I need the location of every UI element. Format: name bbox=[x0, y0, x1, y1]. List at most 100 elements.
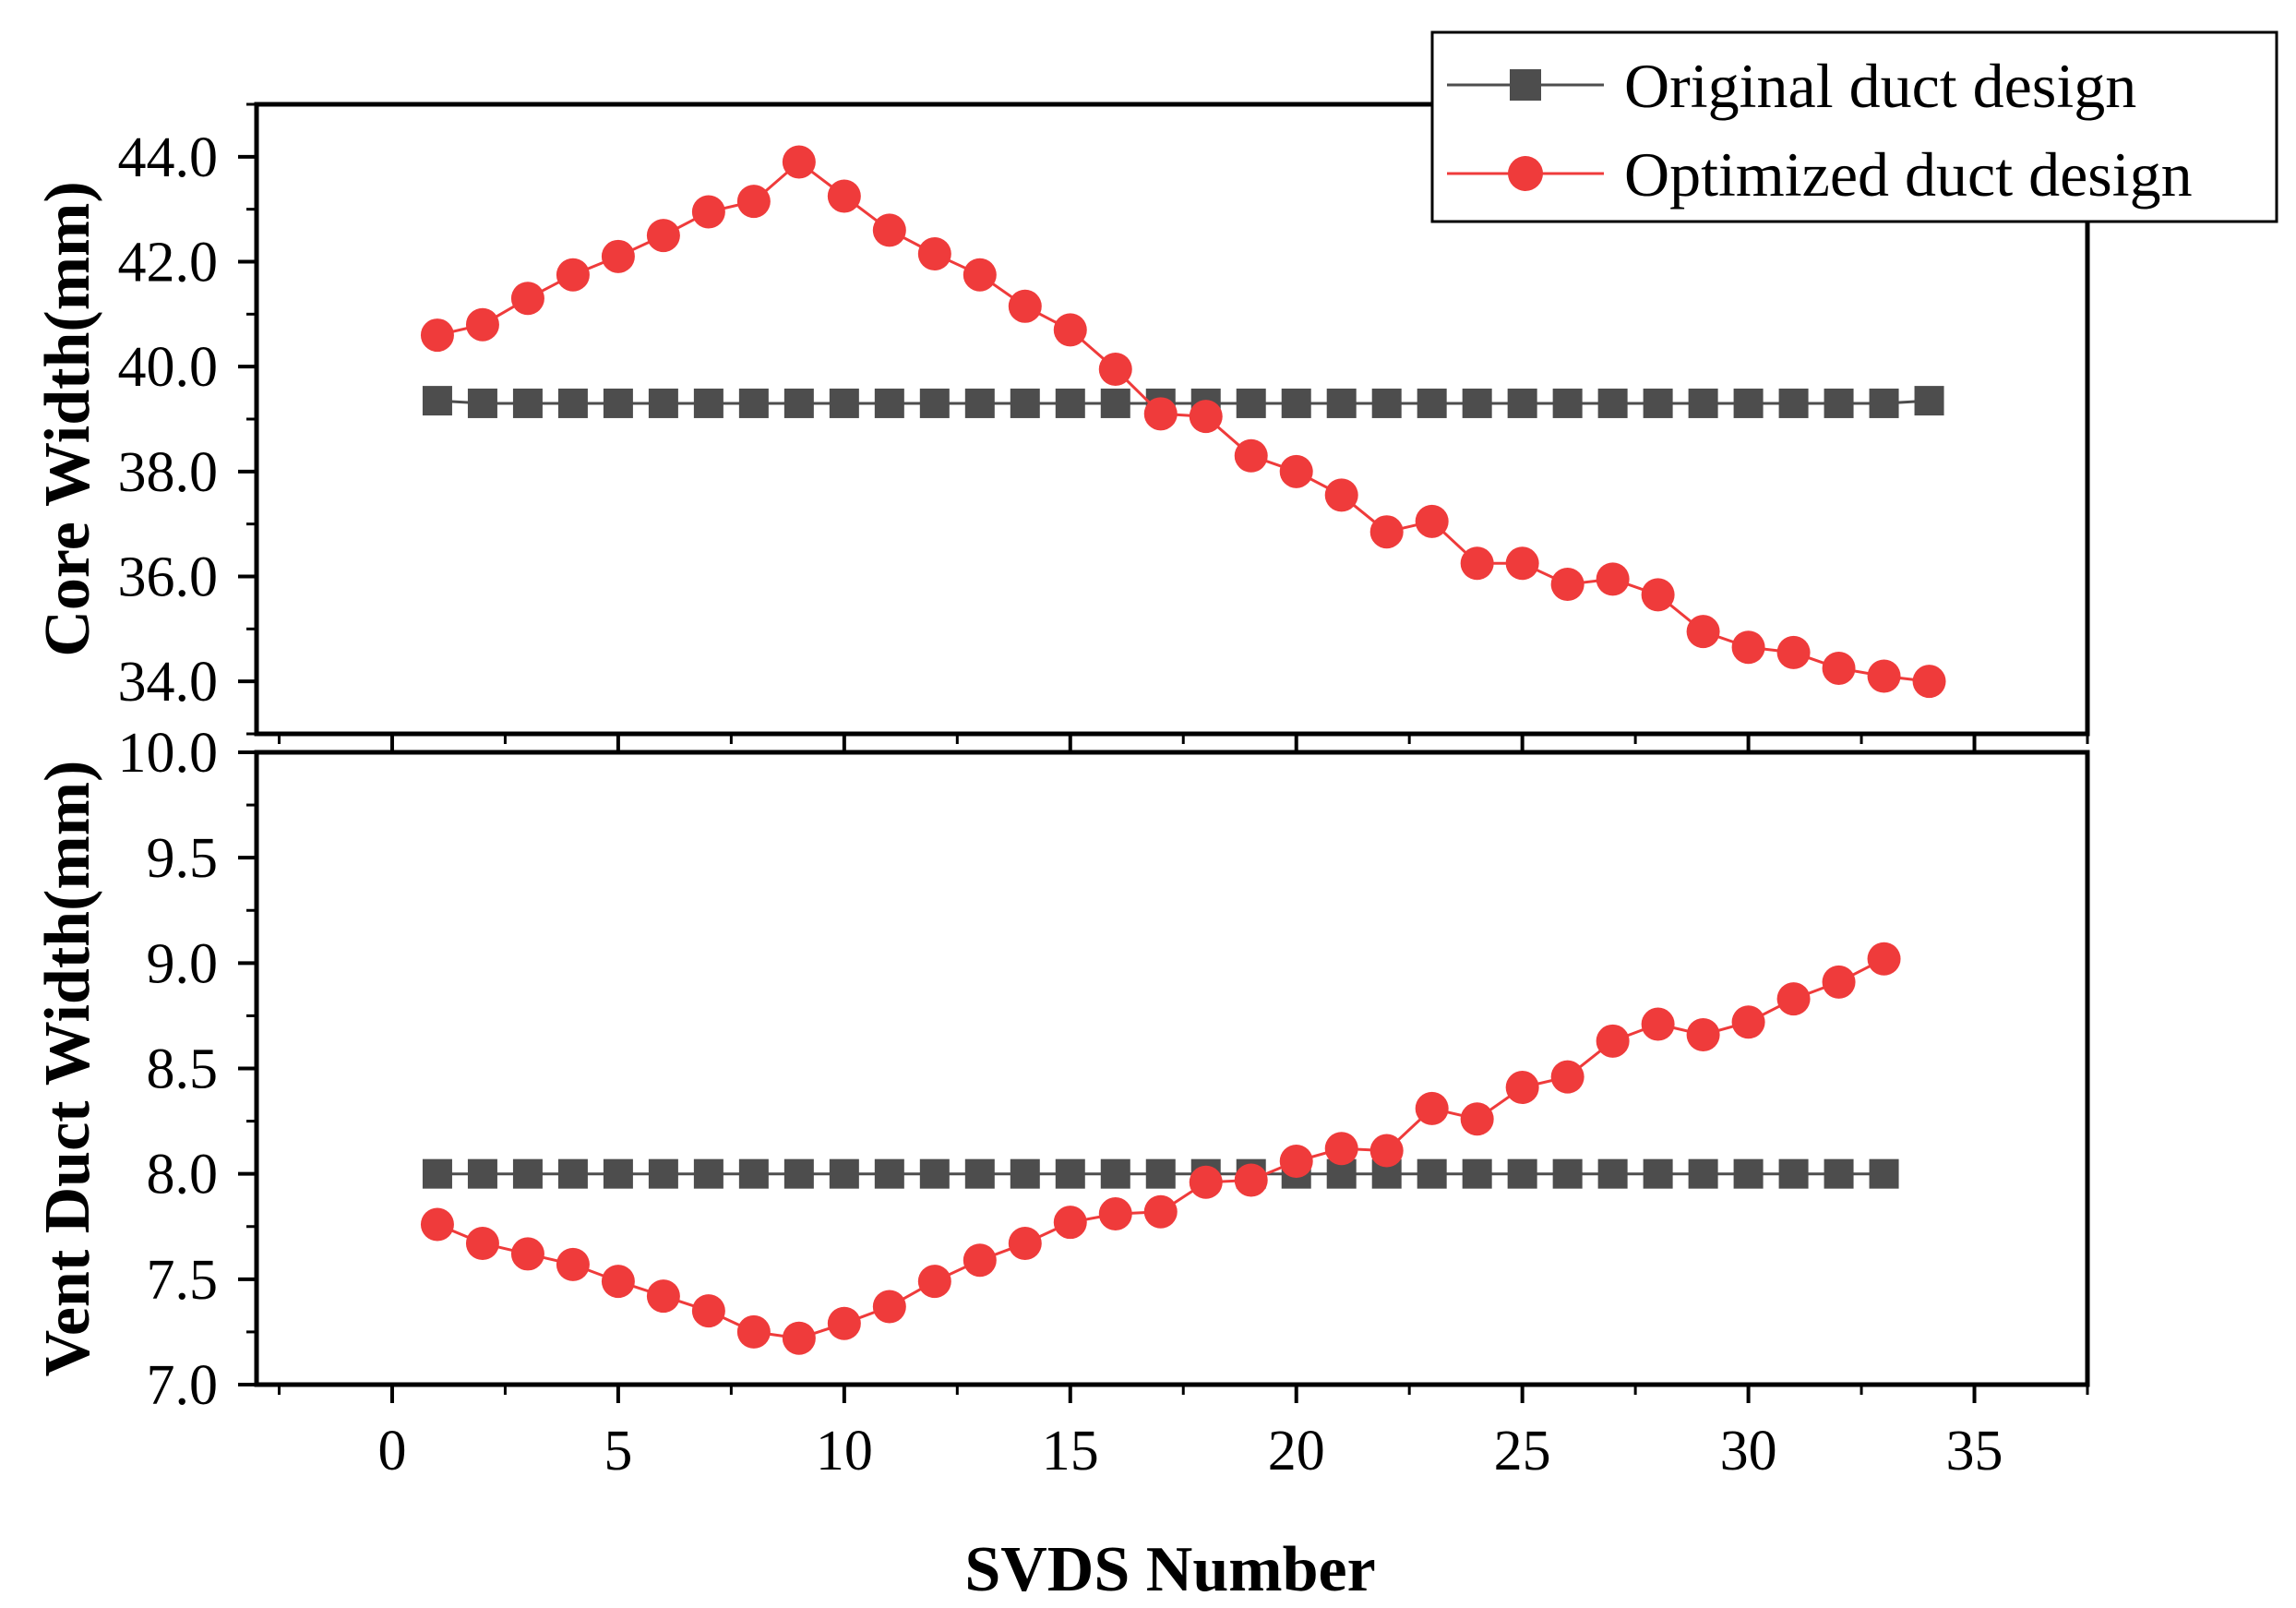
vent-duct-width-optimized-point bbox=[1143, 1194, 1178, 1229]
core-width-optimized-point bbox=[827, 179, 861, 213]
core-width-optimized-point bbox=[1505, 546, 1539, 581]
vent-duct-width-original-point bbox=[512, 1158, 543, 1189]
core-width-optimized-point bbox=[1776, 635, 1811, 669]
vent-duct-width-optimized-point bbox=[1189, 1165, 1223, 1199]
core-width-optimized-point bbox=[1867, 659, 1901, 693]
core-width-original-point bbox=[512, 388, 543, 418]
vent-duct-width-optimized-point bbox=[420, 1207, 454, 1242]
core-width-optimized-line bbox=[436, 160, 1930, 683]
vent-duct-width-original-point bbox=[829, 1158, 859, 1189]
core-width-optimized-point bbox=[465, 307, 499, 342]
vent-duct-width-original-point bbox=[1733, 1158, 1764, 1189]
vent-duct-width-panel: 7.0 7.5 8.0 8.5 9.0 9.5 10.0 0 5 10 15 20 25 30 35 Ven… bbox=[32, 722, 2090, 1482]
core-width-original-point bbox=[1507, 388, 1537, 418]
core-width-optimized-point bbox=[1324, 478, 1358, 512]
core-width-optimized-point bbox=[1189, 400, 1223, 434]
core-width-optimized-point bbox=[1008, 289, 1042, 323]
core-width-optimized-point bbox=[1369, 515, 1404, 549]
core-width-original-point bbox=[1733, 388, 1764, 418]
x-tick-label: 30 bbox=[1720, 1420, 1777, 1482]
core-width-original-point bbox=[1236, 388, 1266, 418]
core-width-original-point bbox=[557, 388, 588, 418]
vent-duct-width-optimized-point bbox=[1731, 1005, 1765, 1039]
legend: Original duct design Optimized duct desi… bbox=[1430, 30, 2278, 223]
core-width-original-point bbox=[964, 388, 995, 418]
core-width-optimized-point bbox=[556, 258, 590, 292]
core-width-y-tick-label: 36.0 bbox=[118, 546, 219, 609]
core-width-original-point bbox=[1869, 388, 1899, 418]
vent-duct-width-optimized-point bbox=[1596, 1024, 1630, 1058]
core-width-ticks: 34.0 36.0 38.0 40.0 42.0 44.0 bbox=[118, 102, 2089, 752]
vent-duct-width-original-point bbox=[964, 1158, 995, 1189]
core-width-optimized-point bbox=[1098, 353, 1132, 387]
core-width-optimized-point bbox=[782, 145, 816, 179]
core-width-optimized-point bbox=[1641, 578, 1675, 612]
core-width-optimized-point bbox=[1550, 568, 1584, 602]
core-width-original-point bbox=[1552, 388, 1583, 418]
x-tick-label: 25 bbox=[1494, 1420, 1551, 1482]
core-width-original-point bbox=[693, 388, 723, 418]
vent-duct-width-optimized-point bbox=[782, 1321, 816, 1355]
core-width-original-point bbox=[783, 388, 814, 418]
vent-duct-width-y-tick-label: 10.0 bbox=[118, 722, 219, 785]
vent-duct-width-original-point bbox=[1824, 1158, 1854, 1189]
vent-duct-width-original-point bbox=[648, 1158, 678, 1189]
x-tick-label: 35 bbox=[1946, 1420, 2003, 1482]
core-width-optimized-point bbox=[646, 219, 680, 253]
x-tick-label: 10 bbox=[816, 1420, 873, 1482]
vent-duct-width-optimized-point bbox=[1686, 1017, 1720, 1051]
vent-duct-width-optimized-point bbox=[1641, 1007, 1675, 1041]
core-width-optimized-point bbox=[963, 258, 997, 292]
vent-duct-width-original-point bbox=[557, 1158, 588, 1189]
vent-duct-width-optimized-point bbox=[1234, 1163, 1268, 1197]
core-width-optimized-point bbox=[601, 239, 635, 273]
core-width-optimized-point bbox=[691, 195, 725, 229]
vent-duct-width-series bbox=[420, 942, 1901, 1355]
vent-duct-width-y-tick-label: 9.5 bbox=[147, 827, 219, 890]
vent-duct-width-optimized-point bbox=[1279, 1144, 1313, 1178]
vent-duct-width-y-tick-label: 7.5 bbox=[147, 1249, 219, 1312]
vent-duct-width-optimized-point bbox=[1008, 1227, 1042, 1261]
vent-duct-width-original-point bbox=[1055, 1158, 1085, 1189]
core-width-original-point bbox=[1462, 388, 1492, 418]
core-width-original-point bbox=[1597, 388, 1628, 418]
core-width-y-tick-label: 42.0 bbox=[118, 232, 219, 294]
core-width-original-point bbox=[829, 388, 859, 418]
x-tick-label: 5 bbox=[604, 1420, 632, 1482]
core-width-optimized-point bbox=[1912, 665, 1946, 699]
core-width-original-point bbox=[648, 388, 678, 418]
vent-duct-width-optimized-point bbox=[1776, 982, 1811, 1016]
core-width-optimized-point bbox=[1460, 546, 1494, 581]
core-width-optimized-point bbox=[1234, 438, 1268, 473]
core-width-optimized-point bbox=[736, 185, 771, 219]
vent-duct-width-original-point bbox=[422, 1158, 452, 1189]
core-width-y-axis-title: Core Width(mm) bbox=[32, 181, 103, 656]
core-width-optimized-point bbox=[872, 213, 906, 247]
core-width-optimized-point bbox=[1596, 562, 1630, 596]
core-width-optimized-point bbox=[1415, 504, 1449, 538]
vent-duct-width-original-point bbox=[1869, 1158, 1899, 1189]
vent-duct-width-original-point bbox=[1643, 1158, 1673, 1189]
core-width-original-point bbox=[1055, 388, 1085, 418]
core-width-original-point bbox=[738, 388, 769, 418]
core-width-panel: 34.0 36.0 38.0 40.0 42.0 44.0 Core Width(mm) bbox=[32, 102, 2090, 752]
vent-duct-width-optimized-point bbox=[510, 1237, 544, 1271]
core-width-original-point bbox=[1326, 388, 1357, 418]
vent-duct-width-optimized-point bbox=[691, 1294, 725, 1328]
core-width-original-point bbox=[1824, 388, 1854, 418]
vent-duct-width-optimized-point bbox=[963, 1243, 997, 1278]
vent-duct-width-original-point bbox=[738, 1158, 769, 1189]
vent-duct-width-optimized-point bbox=[917, 1265, 951, 1299]
vent-duct-width-optimized-point bbox=[1098, 1197, 1132, 1231]
legend-optimized-marker bbox=[1508, 156, 1543, 191]
core-width-original-point bbox=[874, 388, 904, 418]
vent-duct-width-ticks: 7.0 7.5 8.0 8.5 9.0 9.5 10.0 0 5 10 15 20 25 30 35 bbox=[118, 722, 2089, 1482]
vent-duct-width-optimized-point bbox=[601, 1265, 635, 1299]
core-width-y-tick-label: 44.0 bbox=[118, 126, 219, 189]
vent-duct-width-optimized-point bbox=[465, 1227, 499, 1261]
legend-original-label: Original duct design bbox=[1624, 51, 2136, 121]
x-tick-label: 15 bbox=[1042, 1420, 1099, 1482]
vent-duct-width-optimized-point bbox=[1415, 1091, 1449, 1125]
core-width-original-point bbox=[1914, 386, 1944, 416]
